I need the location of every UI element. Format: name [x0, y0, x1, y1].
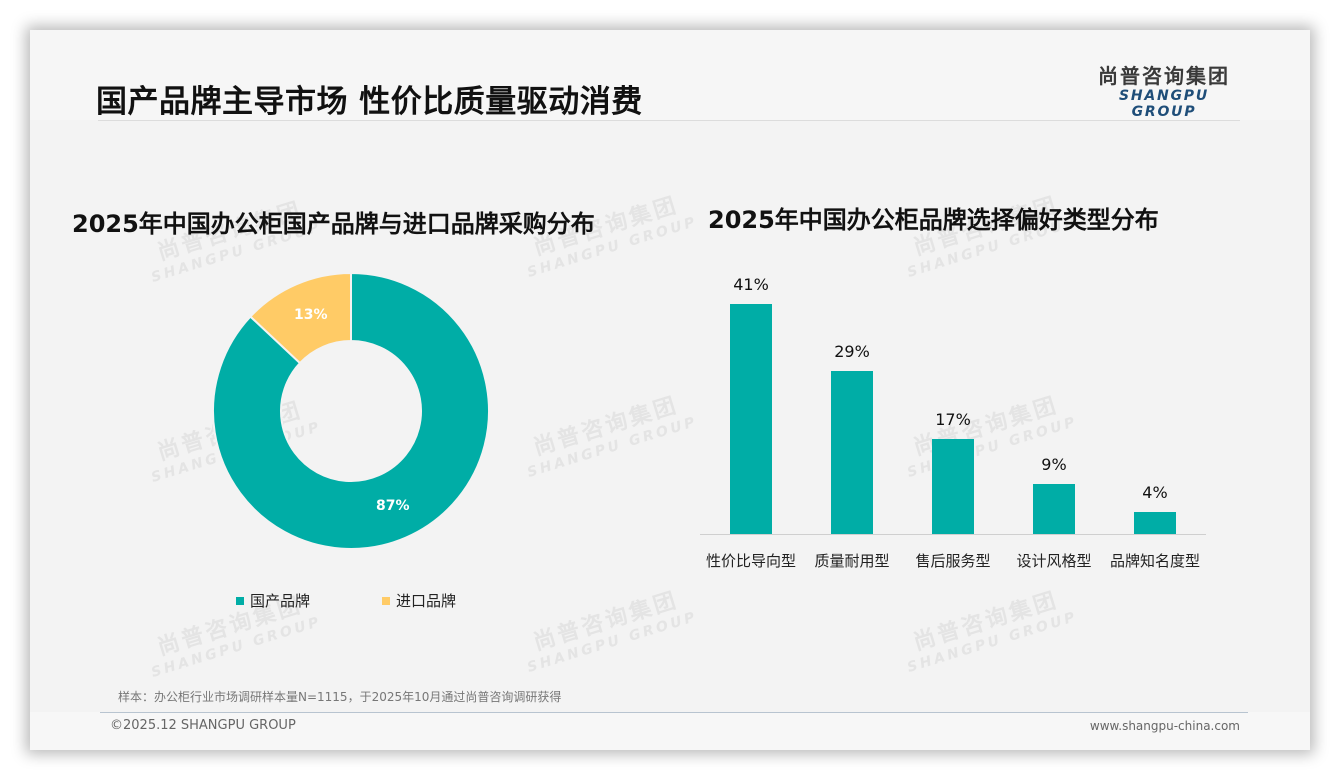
x-axis-category-label: 性价比导向型	[705, 552, 796, 570]
bar-chart-title: 2025年中国办公柜品牌选择偏好类型分布	[708, 206, 1159, 234]
copyright: ©2025.12 SHANGPU GROUP	[110, 718, 296, 733]
legend-swatch-yellow	[382, 596, 390, 605]
watermark-cn: 尚普咨询集团	[910, 587, 1062, 656]
legend-item-import: 进口品牌	[382, 590, 456, 611]
donut-slice-import	[248, 272, 352, 365]
bar	[932, 438, 974, 534]
donut-chart-title: 2025年中国办公柜国产品牌与进口品牌采购分布	[72, 210, 595, 238]
watermark-cn: 尚普咨询集团	[530, 392, 682, 461]
bar-value-label: 29%	[834, 342, 870, 362]
bar	[730, 304, 772, 534]
bar-value-label: 17%	[935, 409, 971, 429]
logo: 尚普咨询集团 SHANGPU GROUP	[1088, 64, 1240, 120]
sample-note: 样本：办公柜行业市场调研样本量N=1115，于2025年10月通过尚普咨询调研获…	[118, 690, 562, 704]
x-axis-category-label: 设计风格型	[1016, 552, 1092, 570]
legend-swatch-teal	[236, 596, 244, 605]
donut-chart	[212, 272, 490, 550]
donut-label-import: 13%	[294, 307, 328, 323]
watermark-en: SHANGPU GROUP	[525, 413, 700, 481]
legend-item-domestic: 国产品牌	[236, 590, 310, 611]
x-axis-line	[700, 534, 1206, 535]
bar-value-label: 4%	[1142, 482, 1168, 502]
bar-value-label: 9%	[1041, 454, 1067, 474]
logo-cn: 尚普咨询集团	[1098, 64, 1230, 88]
donut-label-domestic: 87%	[376, 498, 410, 514]
watermark-en: SHANGPU GROUP	[525, 608, 700, 676]
bar	[1033, 483, 1075, 534]
donut-slice-domestic	[212, 272, 490, 550]
title-divider	[98, 120, 1240, 121]
legend-label: 国产品牌	[250, 592, 311, 610]
watermark-cn: 尚普咨询集团	[530, 587, 682, 656]
legend-label: 进口品牌	[396, 592, 457, 610]
header-band	[30, 30, 1310, 120]
website-link[interactable]: www.shangpu-china.com	[1089, 719, 1240, 733]
bar	[1134, 511, 1176, 534]
watermark-en: SHANGPU GROUP	[149, 613, 324, 681]
bar-chart-plot: 41% 29% 17% 9% 4%	[700, 270, 1206, 534]
footer-band	[30, 712, 1310, 750]
watermark-en: SHANGPU GROUP	[905, 608, 1080, 676]
x-axis-category-label: 品牌知名度型	[1109, 552, 1200, 570]
x-axis-category-label: 质量耐用型	[814, 552, 890, 570]
bar-value-label: 41%	[733, 275, 769, 294]
x-axis-category-label: 售后服务型	[915, 552, 991, 570]
footer-divider	[100, 712, 1248, 713]
page-title: 国产品牌主导市场 性价比质量驱动消费	[96, 84, 643, 120]
bar	[831, 371, 873, 534]
logo-en: SHANGPU GROUP	[1118, 88, 1210, 120]
slide: 尚普咨询集团 SHANGPU GROUP 尚普咨询集团 SHANGPU GROUP 尚普…	[30, 30, 1310, 750]
